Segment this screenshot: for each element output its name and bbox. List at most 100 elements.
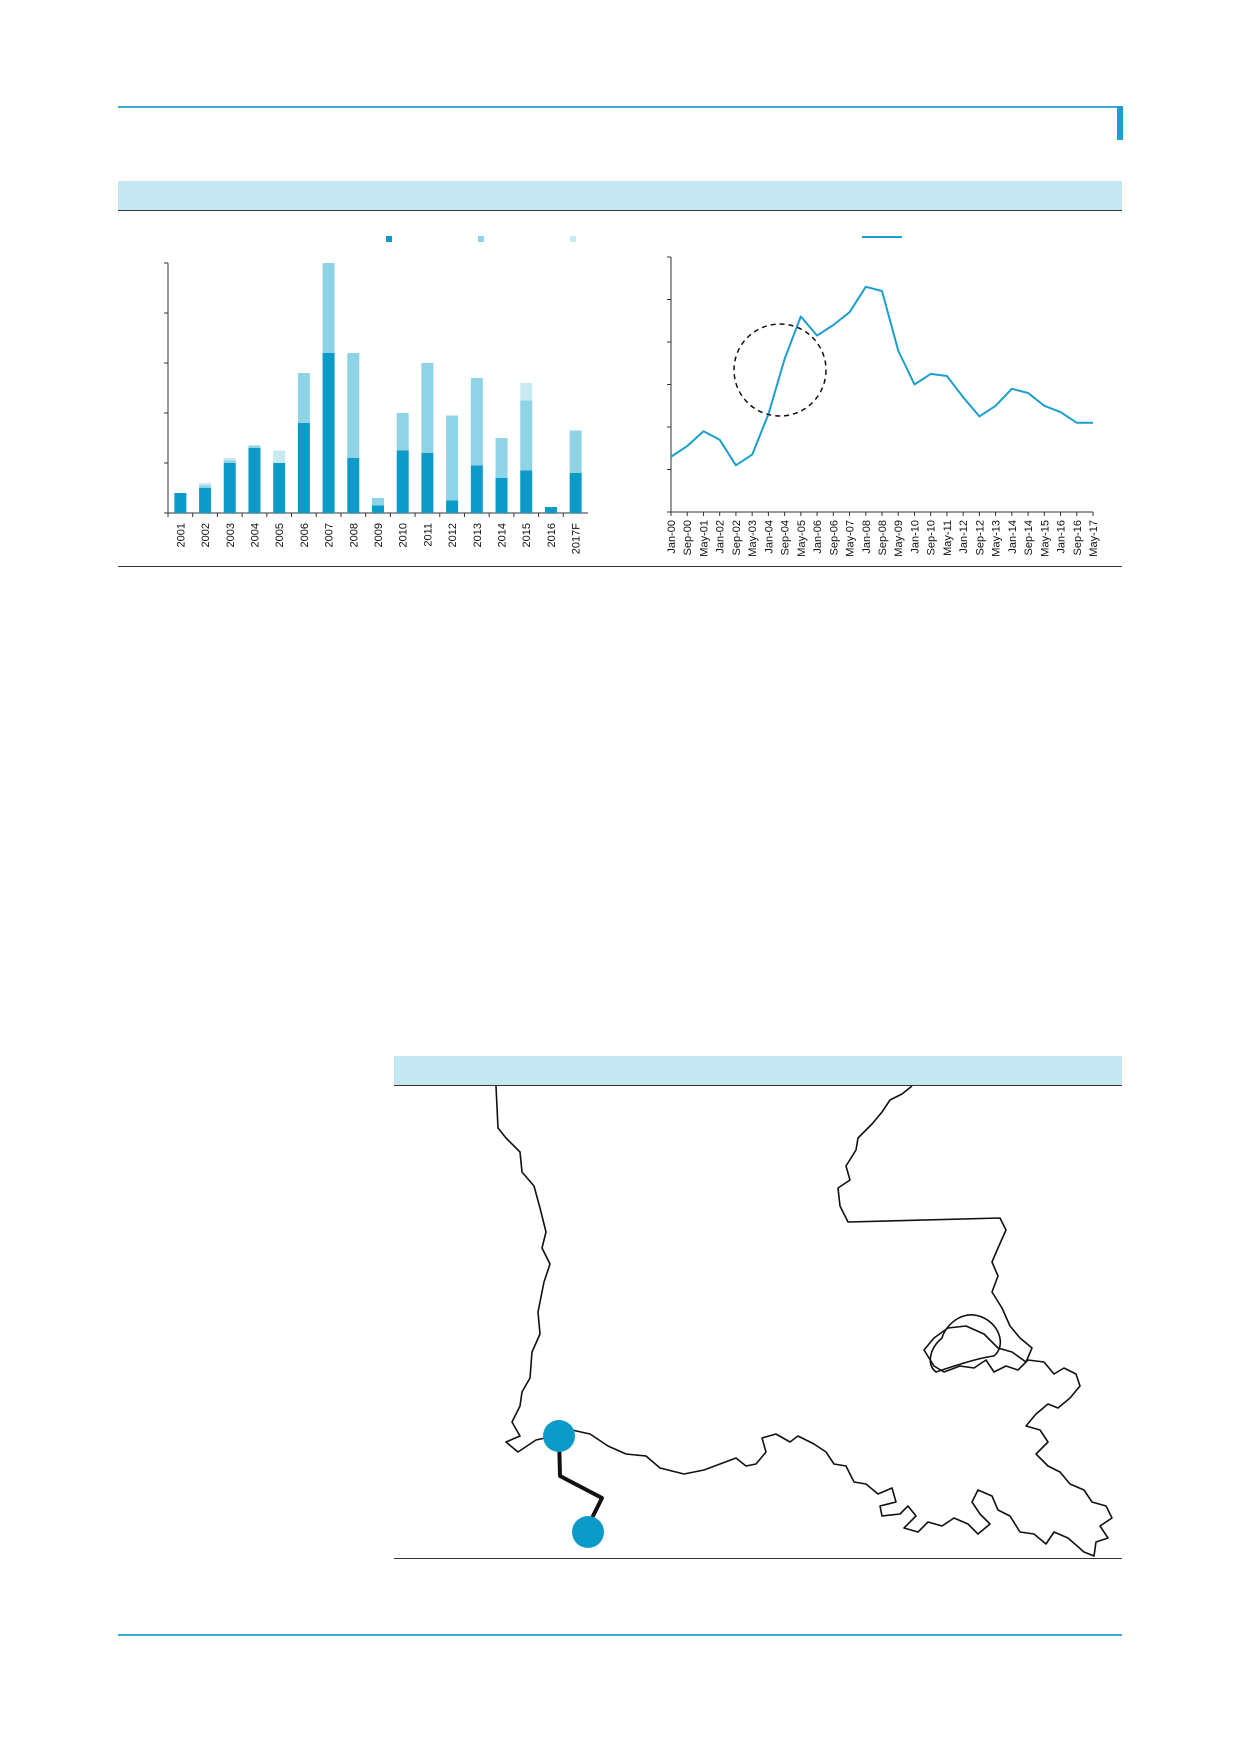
bar-segment: [322, 263, 335, 353]
x-tick-label: Sep-08: [877, 520, 889, 555]
x-tick-label: 2016: [546, 523, 558, 547]
bar-segment: [569, 430, 582, 473]
x-tick-label: May-13: [991, 520, 1003, 557]
map-bottom-rule: [394, 1558, 1122, 1559]
bar-segment: [446, 415, 459, 501]
x-tick-label: 2005: [274, 523, 286, 547]
x-tick-label: Sep-14: [1023, 520, 1035, 555]
x-tick-label: 2012: [447, 523, 459, 547]
highlight-circle: [733, 323, 827, 417]
x-tick-label: 2001: [175, 523, 187, 547]
route-start-marker: [543, 1420, 575, 1452]
x-tick-label: May-01: [698, 520, 710, 557]
bar-segment: [297, 373, 310, 423]
x-tick-label: Sep-00: [682, 520, 694, 555]
x-tick-label: Jan-14: [1007, 520, 1019, 554]
line-chart: Jan-00 Sep-00 May-01 Jan-02 Sep-02 May-03 Jan-…: [666, 236, 1100, 557]
bar-segment: [470, 465, 483, 513]
x-tick-label: May-09: [893, 520, 905, 557]
bar-segment: [248, 448, 261, 513]
x-tick-label: Jan-12: [958, 520, 970, 554]
bar-segment: [470, 378, 483, 466]
x-tick-label: 2009: [373, 523, 385, 547]
louisiana-map: [495, 1085, 1113, 1557]
x-tick-label: Jan-06: [812, 520, 824, 554]
x-tick-label: 2003: [225, 523, 237, 547]
x-tick-label: May-15: [1039, 520, 1051, 557]
x-tick-label: 2014: [497, 523, 509, 547]
top-rule: [118, 106, 1122, 108]
x-tick-label: May-11: [942, 520, 954, 556]
x-tick-label: May-05: [796, 520, 808, 557]
lake-outline: [929, 1314, 1002, 1373]
route-end-marker: [572, 1516, 604, 1548]
x-tick-label: Sep-06: [828, 520, 840, 555]
bar-segment: [322, 353, 335, 513]
x-tick-label: Sep-02: [731, 520, 743, 555]
bar-segment: [347, 458, 360, 513]
map-header-rule: [394, 1085, 1122, 1086]
top-accent-bar: [1117, 106, 1123, 140]
bar-segment: [520, 383, 533, 401]
pipeline-route: [557, 1435, 604, 1527]
bar-segment: [347, 353, 360, 458]
x-tick-label: 2013: [472, 523, 484, 547]
x-tick-label: 2008: [348, 523, 360, 547]
bar-segment: [199, 488, 212, 513]
bar-segment: [495, 438, 508, 478]
bar-segment: [273, 463, 286, 513]
figure-bottom-rule: [118, 566, 1122, 567]
bar-segment: [372, 505, 384, 513]
bar-segment: [396, 450, 409, 513]
x-tick-label: 2015: [521, 523, 533, 547]
bar-segment: [223, 460, 236, 463]
bar-segment: [421, 363, 434, 453]
bar-segment: [495, 478, 508, 513]
figure-header-rule: [118, 210, 1122, 211]
bar-segment: [446, 500, 459, 513]
x-tick-label: Jan-04: [763, 520, 775, 554]
x-tick-label: 2010: [398, 523, 410, 547]
x-tick-label: 2011: [422, 523, 434, 547]
bar-segment: [199, 485, 212, 488]
legend-marker: [570, 236, 576, 242]
x-tick-label: May-07: [845, 520, 857, 557]
bar-segment: [223, 463, 236, 513]
x-tick-label: Jan-08: [861, 520, 873, 554]
state-outline: [495, 1085, 1113, 1557]
x-tick-label: May-17: [1088, 520, 1100, 557]
bar-segment: [569, 473, 582, 513]
x-tick-label: Jan-10: [909, 520, 921, 554]
bar-segment: [223, 458, 236, 461]
x-tick-label: 2007: [324, 523, 336, 547]
x-tick-label: Jan-16: [1056, 520, 1068, 554]
bar-segment: [273, 450, 286, 463]
bar-segment: [248, 445, 261, 448]
bar-segment: [520, 400, 533, 471]
legend-marker: [478, 236, 484, 242]
bar-segment: [520, 470, 533, 513]
bar-segment: [174, 493, 187, 513]
figure-header-band: [118, 181, 1122, 210]
legend-marker: [386, 236, 392, 242]
x-tick-label: Sep-16: [1072, 520, 1084, 555]
bar-segment: [396, 413, 409, 451]
x-tick-label: May-03: [747, 520, 759, 557]
x-tick-label: Jan-02: [715, 520, 727, 554]
bar-segment: [372, 498, 384, 506]
footer-rule: [118, 1634, 1122, 1636]
x-tick-label: 2006: [299, 523, 311, 547]
x-tick-label: 2004: [249, 523, 261, 547]
stacked-bar-chart: 2001 2002 2003 2004 2005 2006 2007 2008 2009 2010…: [164, 236, 588, 554]
bar-segment: [297, 423, 310, 513]
bar-segment: [421, 453, 434, 513]
series-line: [670, 285, 1093, 467]
bar-segment: [544, 507, 557, 513]
x-tick-label: Sep-10: [926, 520, 938, 555]
x-tick-label: 2017F: [571, 523, 583, 554]
x-tick-label: Sep-12: [974, 520, 986, 555]
x-tick-label: Sep-04: [780, 520, 792, 555]
x-tick-label: 2002: [200, 523, 212, 547]
x-tick-label: Jan-00: [666, 520, 678, 554]
map-header-band: [394, 1056, 1122, 1085]
